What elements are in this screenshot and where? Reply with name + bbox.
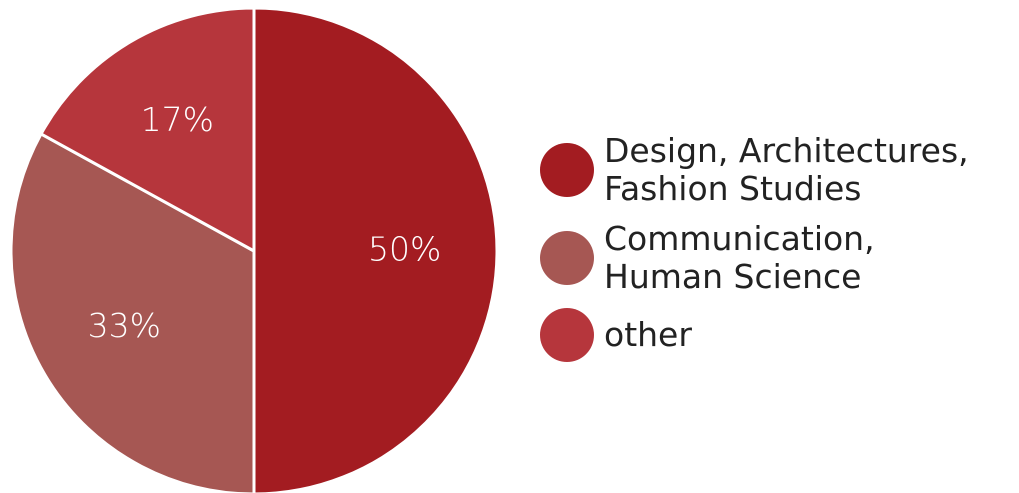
pie-slice-other (39, 6, 256, 254)
pie-slices (9, 6, 499, 493)
legend-label-line: Human Science (604, 257, 862, 296)
slice-value-label-other: 17% (141, 100, 214, 139)
slice-value-label-design: 50% (368, 230, 441, 269)
chart-legend: Design, Architectures, Fashion Studies C… (540, 132, 1015, 374)
legend-label-other: other (604, 316, 692, 354)
legend-item-design: Design, Architectures, Fashion Studies (540, 132, 1015, 208)
legend-label-line: other (604, 315, 692, 354)
pie-slice-communication (9, 131, 256, 493)
pie-slice-labels: 50% 33% 17% (88, 100, 442, 345)
pie-slice-design (252, 6, 499, 493)
legend-swatch-other (540, 308, 594, 362)
legend-item-other: other (540, 308, 1015, 362)
legend-swatch-design (540, 143, 594, 197)
legend-label-line: Communication, (604, 219, 875, 258)
legend-label-communication: Communication, Human Science (604, 220, 875, 296)
legend-label-design: Design, Architectures, Fashion Studies (604, 132, 969, 208)
legend-label-line: Design, Architectures, (604, 131, 969, 170)
legend-item-communication: Communication, Human Science (540, 220, 1015, 296)
legend-label-line: Fashion Studies (604, 169, 862, 208)
legend-swatch-communication (540, 231, 594, 285)
slice-value-label-communication: 33% (88, 306, 161, 345)
